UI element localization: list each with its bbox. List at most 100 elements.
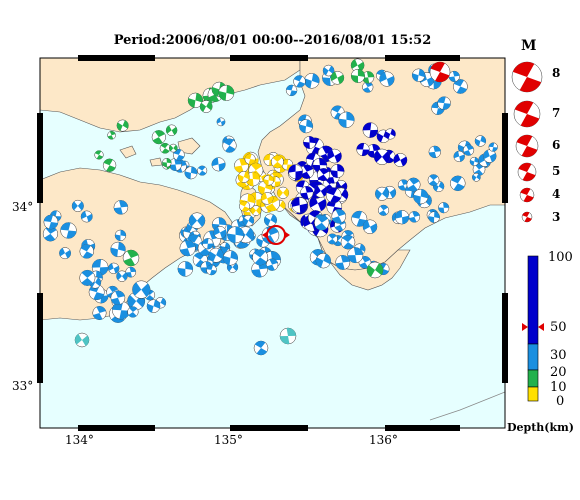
earthquake-marker [132, 280, 151, 299]
earthquake-marker [197, 165, 208, 176]
earthquake-marker [394, 210, 410, 225]
depth-colorbar [522, 255, 544, 402]
earthquake-marker [299, 164, 315, 179]
earthquake-marker [335, 255, 351, 270]
earthquake-marker [116, 119, 129, 132]
magnitude-legend-marker [521, 211, 533, 223]
earthquake-marker [285, 84, 298, 97]
frame-tick-bar [37, 293, 43, 383]
earthquake-marker [408, 211, 421, 223]
earthquake-marker [413, 188, 429, 205]
earthquake-marker [59, 247, 72, 260]
earthquake-marker [116, 270, 128, 282]
earthquake-marker [350, 58, 365, 73]
trench-line [429, 391, 505, 421]
earthquake-marker [314, 215, 330, 231]
earthquake-marker [279, 327, 297, 345]
earthquake-marker [362, 219, 378, 234]
highlight-marker [262, 225, 290, 245]
earthquake-marker [263, 213, 278, 227]
earthquake-marker [304, 73, 320, 89]
earthquake-marker [427, 174, 440, 186]
earthquake-marker [265, 258, 279, 271]
earthquake-marker [483, 149, 497, 163]
frame-tick-bar [502, 293, 508, 383]
earthquake-marker [315, 253, 332, 269]
earthquake-marker [326, 233, 338, 245]
earthquake-marker [165, 124, 178, 136]
earthquake-marker [202, 238, 214, 250]
earthquake-marker [300, 186, 314, 200]
earthquake-marker [110, 241, 126, 258]
mag-label-5: 5 [552, 164, 561, 178]
magnitude-legend-marker [513, 100, 541, 128]
earthquake-marker [384, 128, 396, 140]
frame-tick-bar [78, 425, 155, 431]
earthquake-marker [244, 153, 256, 165]
earthquake-marker [107, 131, 116, 140]
earthquake-marker [411, 68, 426, 82]
frame-tick-bar [78, 55, 155, 61]
earthquake-marker [350, 68, 365, 83]
earthquake-marker [43, 214, 59, 230]
earthquake-marker [79, 269, 96, 286]
earthquake-marker [338, 111, 355, 128]
earthquake-marker [222, 138, 237, 153]
earthquake-markers [42, 58, 498, 356]
earthquake-marker [159, 142, 171, 154]
earthquake-marker [102, 158, 117, 172]
earthquake-marker [80, 210, 93, 223]
earthquake-marker [60, 222, 77, 239]
earthquake-marker [356, 142, 370, 157]
earthquake-marker [362, 122, 379, 138]
earthquake-marker [218, 84, 235, 101]
earthquake-marker [184, 166, 198, 180]
earthquake-marker [327, 148, 342, 164]
frame-tick-bar [37, 113, 43, 203]
lon-label-136: 136° [369, 433, 398, 447]
depth-label-50: 50 [550, 320, 567, 335]
mag-label-6: 6 [552, 138, 561, 152]
earthquake-marker [79, 244, 95, 259]
earthquake-marker [179, 240, 196, 257]
earthquake-marker [450, 175, 466, 192]
earthquake-marker [330, 164, 345, 178]
earthquake-marker [114, 229, 127, 242]
depth-label-30: 30 [550, 348, 567, 363]
earthquake-marker [239, 200, 251, 212]
earthquake-marker [162, 157, 172, 168]
magnitude-title: M [521, 38, 537, 54]
earthquake-marker [211, 157, 226, 172]
earthquake-marker [358, 256, 372, 269]
earthquake-marker [245, 171, 261, 187]
frame-tick-bar [385, 425, 460, 431]
earthquake-marker [314, 184, 328, 198]
earthquake-marker [429, 61, 451, 83]
earthquake-marker [453, 150, 465, 163]
earthquake-marker [108, 262, 120, 275]
mag-label-4: 4 [552, 187, 561, 201]
land-island-1 [119, 145, 137, 159]
lon-label-134: 134° [65, 433, 94, 447]
earthquake-marker [299, 119, 314, 134]
map-title: Period:2006/08/01 00:00--2016/08/01 15:5… [113, 33, 432, 48]
earthquake-marker [122, 249, 140, 267]
frame-tick-bar [502, 113, 508, 203]
earthquake-marker [251, 260, 268, 278]
earthquake-marker [250, 205, 262, 216]
earthquake-marker [377, 204, 390, 216]
earthquake-marker [303, 136, 316, 149]
earthquake-marker [213, 225, 227, 239]
earthquake-marker [177, 261, 194, 277]
earthquake-marker [393, 153, 408, 168]
earthquake-marker [330, 70, 345, 85]
earthquake-marker [316, 168, 331, 182]
earthquake-marker [227, 226, 245, 244]
frame-tick-bar [230, 55, 308, 61]
lat-label-33: 33° [12, 379, 34, 393]
magnitude-legend-marker [519, 187, 535, 203]
earthquake-marker [322, 64, 335, 77]
depth-label-0: 0 [556, 394, 565, 409]
lat-label-34: 34° [12, 200, 34, 214]
